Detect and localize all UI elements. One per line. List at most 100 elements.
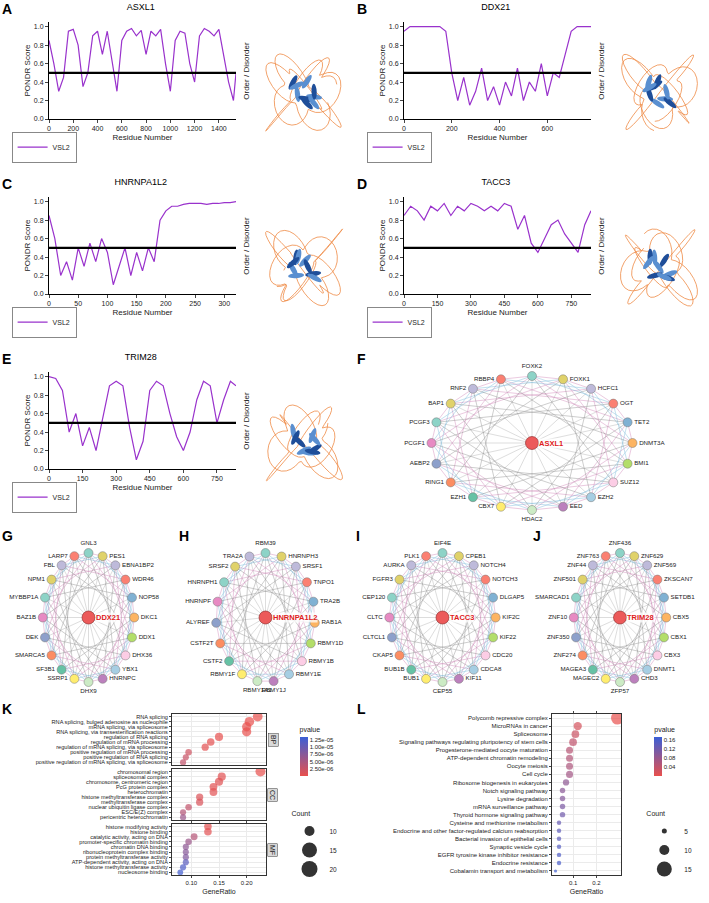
svg-text:RNA splicing: RNA splicing	[136, 714, 168, 720]
svg-text:spliceosomal complex: spliceosomal complex	[113, 774, 168, 780]
svg-text:0.8: 0.8	[34, 217, 44, 224]
svg-text:1.25e-05: 1.25e-05	[310, 737, 334, 743]
svg-text:mRNA surveillance pathway: mRNA surveillance pathway	[473, 804, 548, 810]
svg-text:600: 600	[532, 300, 544, 307]
svg-text:pvalue: pvalue	[654, 726, 675, 734]
svg-text:DKC1: DKC1	[141, 613, 158, 620]
svg-text:Order / Disorder: Order / Disorder	[242, 217, 251, 275]
svg-text:VSL2: VSL2	[408, 144, 425, 151]
svg-text:CLTCL1: CLTCL1	[363, 633, 386, 640]
svg-text:EIF4E: EIF4E	[434, 539, 451, 546]
svg-text:0.20: 0.20	[241, 880, 253, 886]
svg-text:DEK: DEK	[26, 633, 40, 640]
svg-text:0.6: 0.6	[389, 60, 399, 67]
svg-text:0.2: 0.2	[389, 97, 399, 104]
svg-text:0.15: 0.15	[213, 880, 225, 886]
svg-text:histone methyltransferase acti: histone methyltransferase activity	[85, 864, 168, 870]
svg-text:0: 0	[402, 125, 406, 132]
svg-text:0.0: 0.0	[34, 290, 44, 297]
svg-text:ATP-dependent activity, acting: ATP-dependent activity, acting on DNA	[72, 859, 168, 865]
svg-text:Residue Number: Residue Number	[467, 308, 527, 317]
svg-text:1000: 1000	[163, 125, 179, 132]
svg-text:TNPO1: TNPO1	[314, 578, 335, 585]
svg-text:Signaling pathways regulating: Signaling pathways regulating pluripoten…	[399, 739, 548, 745]
svg-text:NOP58: NOP58	[139, 593, 160, 600]
svg-text:Lysine degradation: Lysine degradation	[497, 796, 547, 802]
svg-text:RBMY1A1: RBMY1A1	[243, 686, 272, 693]
svg-text:SRSF2: SRSF2	[209, 562, 230, 569]
svg-text:300: 300	[110, 475, 122, 482]
svg-text:200: 200	[446, 125, 458, 132]
svg-text:EZH1: EZH1	[450, 493, 466, 500]
svg-text:DNMT1: DNMT1	[654, 665, 676, 672]
svg-text:BP: BP	[270, 735, 277, 745]
svg-text:EGFR tyrosine kinase inhibitor: EGFR tyrosine kinase inhibitor resistanc…	[438, 852, 549, 858]
svg-text:CSTF2: CSTF2	[203, 657, 223, 664]
svg-text:0.4: 0.4	[34, 429, 44, 436]
svg-text:pvalue: pvalue	[300, 726, 321, 734]
svg-text:RNA splicing, bulged adenosine: RNA splicing, bulged adenosine as nucleo…	[52, 719, 168, 725]
svg-text:PCGF1: PCGF1	[404, 439, 425, 446]
svg-text:positive regulation of mRNA sp: positive regulation of mRNA splicing, vi…	[36, 759, 168, 765]
svg-text:750: 750	[566, 300, 578, 307]
svg-text:0: 0	[47, 475, 51, 482]
svg-text:400: 400	[92, 125, 104, 132]
svg-text:GeneRatio: GeneRatio	[570, 888, 604, 895]
svg-text:0.4: 0.4	[389, 79, 399, 86]
svg-text:Order / Disorder: Order / Disorder	[597, 217, 606, 275]
svg-text:Endocrine and other factor-reg: Endocrine and other factor-regulated cal…	[393, 828, 548, 834]
svg-text:MicroRNAs in cancer: MicroRNAs in cancer	[491, 723, 547, 729]
svg-text:0: 0	[402, 300, 406, 307]
svg-text:FGFR3: FGFR3	[373, 575, 394, 582]
svg-text:NOTCH3: NOTCH3	[492, 575, 518, 582]
svg-text:DDX21: DDX21	[481, 2, 510, 12]
svg-text:histone binding: histone binding	[130, 829, 168, 835]
svg-text:ZNF10: ZNF10	[548, 613, 567, 620]
svg-text:0.0: 0.0	[389, 115, 399, 122]
svg-text:0: 0	[47, 300, 51, 307]
svg-text:1.0: 1.0	[34, 198, 44, 205]
svg-text:Synaptic vesicle cycle: Synaptic vesicle cycle	[489, 844, 548, 850]
svg-text:800: 800	[140, 125, 152, 132]
svg-text:150: 150	[432, 300, 444, 307]
svg-text:CEP120: CEP120	[362, 593, 386, 600]
svg-text:ATP-dependent chromatin remode: ATP-dependent chromatin remodeling	[447, 755, 548, 761]
svg-text:0.2: 0.2	[34, 447, 44, 454]
svg-text:SMARCA5: SMARCA5	[15, 651, 45, 658]
svg-text:ZNF569: ZNF569	[654, 561, 677, 568]
svg-text:TRA2A: TRA2A	[223, 552, 244, 559]
svg-text:FBL: FBL	[44, 561, 56, 568]
svg-text:ESC/E(Z) complex: ESC/E(Z) complex	[122, 809, 169, 815]
svg-text:KIF11: KIF11	[466, 674, 483, 681]
svg-text:Polycomb repressive complex: Polycomb repressive complex	[468, 715, 548, 721]
svg-text:RBM39: RBM39	[255, 539, 276, 546]
svg-text:SMARCAD1: SMARCAD1	[535, 593, 570, 600]
svg-text:750: 750	[211, 475, 223, 482]
svg-text:DNMT3A: DNMT3A	[639, 439, 665, 446]
svg-text:RBMY1D: RBMY1D	[317, 639, 343, 646]
svg-text:DDX1: DDX1	[139, 633, 156, 640]
svg-text:ZNF436: ZNF436	[609, 539, 632, 546]
svg-text:methyltransferase complex: methyltransferase complex	[101, 799, 168, 805]
svg-text:CKAP5: CKAP5	[373, 651, 394, 658]
svg-text:regulation of mRNA splicing, v: regulation of mRNA splicing, via spliceo…	[56, 744, 168, 750]
svg-text:EZH2: EZH2	[598, 493, 614, 500]
svg-text:300: 300	[218, 300, 230, 307]
svg-text:Oocyte meiosis: Oocyte meiosis	[507, 763, 548, 769]
svg-text:histone modifying activity: histone modifying activity	[106, 824, 168, 830]
svg-text:ASXL1: ASXL1	[127, 2, 155, 12]
svg-text:Cobalamin transport and metabo: Cobalamin transport and metabolism	[450, 868, 548, 874]
svg-text:HNRNPC: HNRNPC	[109, 674, 136, 681]
svg-text:1.00e-05: 1.00e-05	[310, 744, 334, 750]
svg-text:FOXK1: FOXK1	[570, 375, 591, 382]
svg-text:7.50e-06: 7.50e-06	[310, 751, 334, 757]
svg-text:0.0: 0.0	[389, 290, 399, 297]
svg-text:BAP1: BAP1	[428, 399, 444, 406]
svg-text:CC: CC	[269, 790, 276, 800]
svg-text:CLTC: CLTC	[367, 613, 383, 620]
svg-text:10: 10	[684, 847, 692, 854]
svg-text:1.0: 1.0	[34, 23, 44, 30]
svg-text:Cysteine and methionine metabo: Cysteine and methionine metabolism	[449, 820, 547, 826]
svg-text:MYBBP1A: MYBBP1A	[9, 593, 39, 600]
svg-text:BMI1: BMI1	[634, 459, 649, 466]
